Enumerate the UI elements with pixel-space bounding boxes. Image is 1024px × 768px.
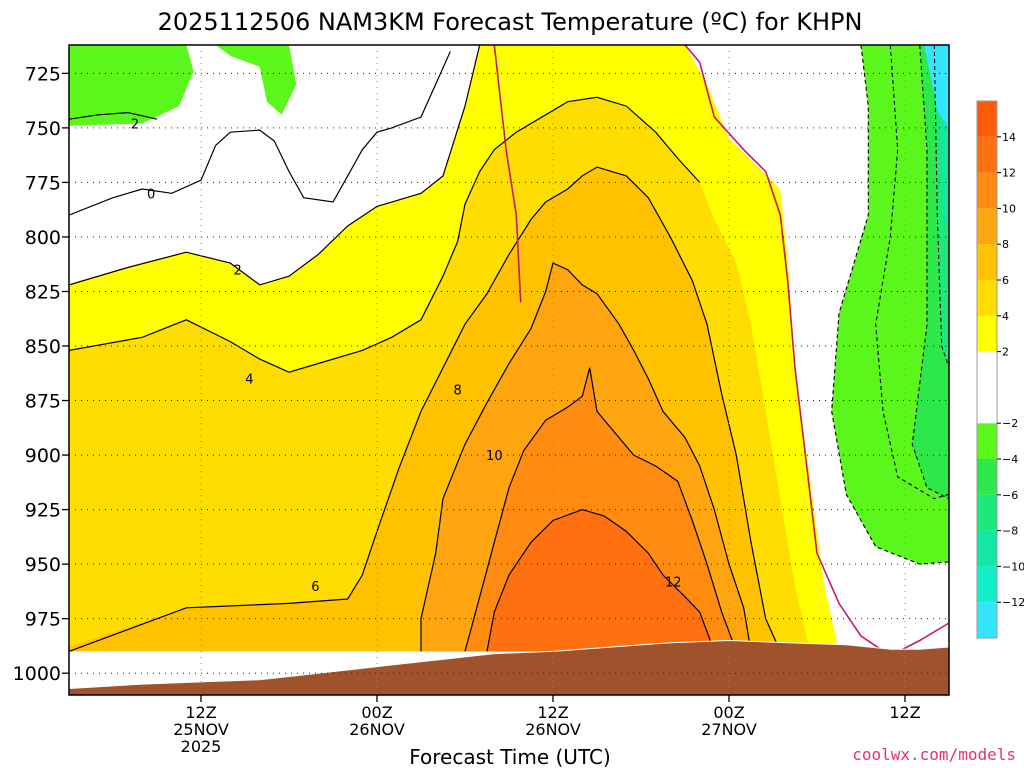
colorbar-bin: [977, 459, 997, 495]
colorbar-tick-label: −6: [1002, 489, 1018, 502]
x-tick-label: 26NOV: [525, 720, 581, 739]
x-axis-label: Forecast Time (UTC): [409, 745, 611, 768]
y-tick-label: 875: [25, 391, 61, 413]
colorbar-tick-label: −8: [1002, 525, 1018, 538]
isotherm-line-0: [69, 51, 451, 216]
dashed-isotherm-line: [875, 45, 949, 500]
x-tick-label: 12Z: [889, 703, 920, 722]
isotherm-label: 12: [665, 576, 682, 591]
y-tick-label: 825: [25, 281, 61, 303]
colorbar-bin: [977, 315, 997, 352]
temperature-region-right-green: [802, 45, 949, 565]
colorbar-tick-label: 6: [1002, 274, 1009, 287]
colorbar-tick-label: −12: [1002, 596, 1024, 609]
colorbar-tick-label: −10: [1002, 560, 1024, 573]
y-tick-label: 1000: [13, 663, 61, 685]
x-tick-label: 12Z: [537, 703, 568, 722]
isotherm-line-12: [486, 508, 715, 652]
x-tick-label: 00Z: [713, 703, 744, 722]
isotherm-line-6: [69, 166, 781, 652]
colorbar-bin: [977, 423, 997, 459]
colorbar: 14 12 10 8 6 4 2 −2 −4 −6 −8 −10 −12: [976, 100, 1024, 639]
isotherm-line-8: [420, 262, 752, 652]
x-tick-label: 25NOV: [173, 720, 229, 739]
x-tick-label: 26NOV: [349, 720, 405, 739]
colorbar-tick-label: −4: [1002, 453, 1018, 466]
colorbar-bin: [977, 101, 997, 137]
y-tick-label: 950: [25, 554, 61, 576]
y-tick-label: 900: [25, 445, 61, 467]
isotherm-line-10: [464, 367, 737, 652]
colorbar-bin: [977, 494, 997, 531]
y-tick-label: 725: [25, 63, 61, 85]
colorbar-tick-label: 2: [1002, 346, 1009, 359]
colorbar-tick-label: 12: [1002, 167, 1016, 180]
y-tick-label: 775: [25, 172, 61, 194]
grid-lines: [69, 45, 949, 695]
isotherm-label: 8: [454, 384, 462, 399]
colorbar-bin: [977, 280, 997, 316]
plot-frame: [68, 44, 950, 696]
chart-title: 2025112506 NAM3KM Forecast Temperature (…: [158, 8, 863, 36]
colorbar-bin: [977, 208, 997, 245]
y-tick-label: 800: [25, 227, 61, 249]
y-tick-label: 850: [25, 336, 61, 358]
colorbar-bin: [977, 136, 997, 173]
y-tick-label: 975: [25, 609, 61, 631]
colorbar-bin: [977, 172, 997, 209]
isotherm-line-4: [69, 96, 701, 373]
dashed-isotherm-line: [831, 45, 949, 565]
colorbar-frame: [976, 100, 998, 639]
isotherm-label: 2: [234, 264, 242, 279]
x-tick-label: 2025: [181, 737, 222, 756]
isotherm-label: 6: [311, 580, 319, 595]
credit-text: coolwx.com/models: [852, 745, 1016, 764]
temperature-region-upper-mid-green: [215, 45, 297, 115]
colorbar-bin: [977, 566, 997, 603]
temperature-region-right-cold-12: [924, 45, 949, 128]
isotherm-label: 10: [486, 449, 503, 464]
x-tick-label: 12Z: [185, 703, 216, 722]
colorbar-tick-label: 8: [1002, 238, 1009, 251]
colorbar-tick-label: 4: [1002, 310, 1009, 323]
y-axis: 725 750 775 800 825 850 875 900 925 950 975 1000: [13, 63, 69, 685]
y-tick-label: 750: [25, 118, 61, 140]
colorbar-tick-label: 10: [1002, 202, 1016, 215]
colorbar-tick-label: 14: [1002, 131, 1016, 144]
dashed-isotherm-line: [911, 45, 949, 500]
temperature-region-orange-12: [487, 509, 715, 652]
x-tick-label: 00Z: [361, 703, 392, 722]
colorbar-tick-label: −2: [1002, 417, 1018, 430]
isotherm-label: 0: [147, 187, 155, 202]
temperature-region-upper-left-green: [69, 45, 194, 126]
colorbar-bin: [977, 530, 997, 567]
plot-area: 2 0 2 4 6 8 10 12: [69, 45, 949, 695]
isotherm-label: 2: [131, 118, 139, 133]
dashed-isotherm-line: [933, 45, 949, 368]
colorbar-bin: [977, 351, 997, 424]
isotherm-label: 4: [245, 373, 253, 388]
isotherm-line-2: [69, 111, 158, 120]
colorbar-bin: [977, 244, 997, 280]
y-tick-label: 925: [25, 500, 61, 522]
colorbar-bin: [977, 602, 997, 638]
freezing-line: [493, 45, 522, 303]
isotherm-line-2: [69, 45, 481, 286]
x-tick-label: 27NOV: [701, 720, 757, 739]
